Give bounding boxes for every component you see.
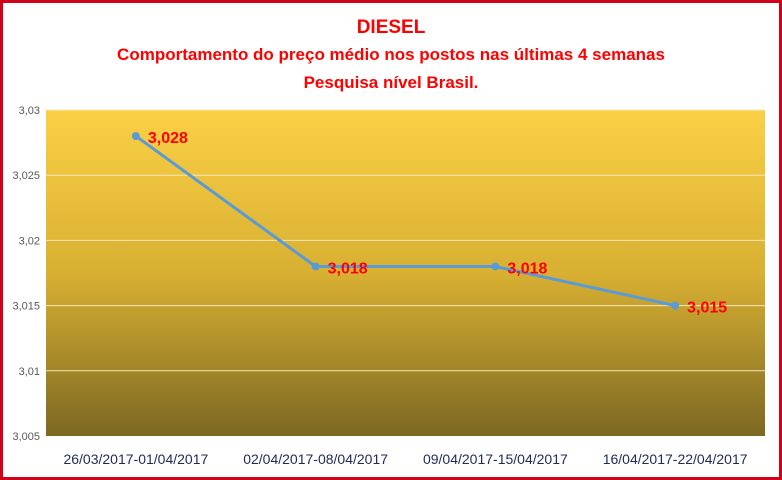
y-tick-label: 3,015	[12, 301, 40, 313]
data-point	[491, 262, 500, 271]
chart-title: DIESEL	[356, 17, 426, 38]
y-tick-label: 3,005	[12, 431, 40, 443]
series-line	[134, 134, 676, 308]
y-tick-label: 3,025	[12, 170, 40, 182]
y-tick-label: 3,03	[19, 105, 40, 117]
data-label: 3,015	[687, 300, 727, 317]
data-label: 3,018	[328, 260, 368, 277]
data-label: 3,018	[507, 260, 547, 277]
chart-subtitle-1: Comportamento do preço médio nos postos …	[117, 45, 665, 64]
x-tick-label: 26/03/2017-01/04/2017	[63, 451, 208, 467]
plot-area	[46, 110, 765, 436]
y-tick-label: 3,01	[19, 366, 40, 378]
x-tick-label: 16/04/2017-22/04/2017	[603, 451, 748, 467]
data-label: 3,028	[148, 130, 188, 147]
x-tick-label: 02/04/2017-08/04/2017	[243, 451, 388, 467]
x-tick-label: 09/04/2017-15/04/2017	[423, 451, 568, 467]
y-tick-label: 3,02	[19, 235, 40, 247]
data-point	[671, 301, 680, 310]
data-point	[311, 262, 320, 271]
data-point	[131, 132, 140, 141]
chart-subtitle-2: Pesquisa nível Brasil.	[303, 73, 479, 92]
line-chart: 3,005 3,01 3,015 3,02 3,025 3,03 26/03/2017-01…	[12, 105, 765, 467]
